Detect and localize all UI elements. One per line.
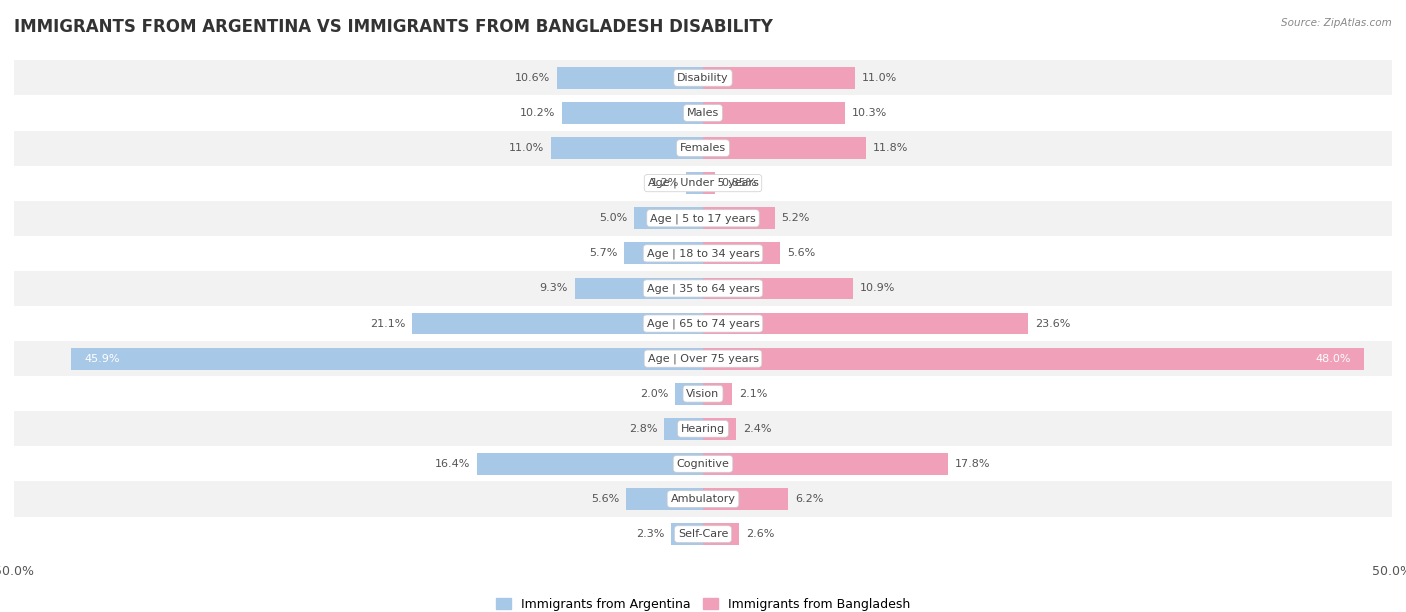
Text: 16.4%: 16.4% [434,459,470,469]
Text: Hearing: Hearing [681,424,725,434]
Text: Age | 35 to 64 years: Age | 35 to 64 years [647,283,759,294]
Text: Self-Care: Self-Care [678,529,728,539]
Bar [14,306,1392,341]
Text: 45.9%: 45.9% [84,354,120,364]
Text: 17.8%: 17.8% [955,459,991,469]
Text: 10.2%: 10.2% [520,108,555,118]
Bar [703,488,789,510]
Bar [703,418,737,439]
Bar [412,313,703,334]
Text: 2.3%: 2.3% [636,529,665,539]
Text: 5.6%: 5.6% [787,248,815,258]
Bar [14,166,1392,201]
Text: Age | Over 75 years: Age | Over 75 years [648,353,758,364]
Bar [686,173,703,194]
Bar [14,201,1392,236]
Bar [14,271,1392,306]
Text: 5.2%: 5.2% [782,213,810,223]
Text: 1.2%: 1.2% [651,178,679,188]
Bar [675,383,703,405]
Bar [671,523,703,545]
Bar [703,67,855,89]
Bar [703,242,780,264]
Bar [14,341,1392,376]
Text: 10.6%: 10.6% [515,73,550,83]
Bar [477,453,703,475]
Text: 2.8%: 2.8% [628,424,658,434]
Text: 2.6%: 2.6% [745,529,775,539]
Text: 11.0%: 11.0% [509,143,544,153]
Bar [703,207,775,229]
Text: Cognitive: Cognitive [676,459,730,469]
Bar [14,517,1392,551]
Bar [703,278,853,299]
Bar [551,137,703,159]
Bar [626,488,703,510]
Text: 5.6%: 5.6% [591,494,619,504]
Text: 23.6%: 23.6% [1035,319,1070,329]
Text: 0.85%: 0.85% [721,178,756,188]
Bar [562,102,703,124]
Text: 6.2%: 6.2% [796,494,824,504]
Bar [14,482,1392,517]
Bar [14,236,1392,271]
Text: Ambulatory: Ambulatory [671,494,735,504]
Legend: Immigrants from Argentina, Immigrants from Bangladesh: Immigrants from Argentina, Immigrants fr… [491,593,915,612]
Text: 10.3%: 10.3% [852,108,887,118]
Text: Males: Males [688,108,718,118]
Text: 48.0%: 48.0% [1315,354,1351,364]
Text: 2.1%: 2.1% [738,389,768,399]
Bar [665,418,703,439]
Text: Age | 18 to 34 years: Age | 18 to 34 years [647,248,759,259]
Text: Age | 65 to 74 years: Age | 65 to 74 years [647,318,759,329]
Text: 5.7%: 5.7% [589,248,617,258]
Bar [557,67,703,89]
Text: Vision: Vision [686,389,720,399]
Text: 9.3%: 9.3% [540,283,568,293]
Bar [703,383,733,405]
Bar [575,278,703,299]
Bar [14,376,1392,411]
Bar [70,348,703,370]
Text: Source: ZipAtlas.com: Source: ZipAtlas.com [1281,18,1392,28]
Bar [14,95,1392,130]
Text: 2.0%: 2.0% [640,389,669,399]
Bar [703,348,1364,370]
Bar [703,173,714,194]
Text: 11.0%: 11.0% [862,73,897,83]
Text: Age | Under 5 years: Age | Under 5 years [648,178,758,188]
Text: 2.4%: 2.4% [742,424,772,434]
Text: Females: Females [681,143,725,153]
Bar [624,242,703,264]
Bar [14,130,1392,166]
Text: 10.9%: 10.9% [860,283,896,293]
Text: 21.1%: 21.1% [370,319,405,329]
Bar [703,137,866,159]
Bar [14,61,1392,95]
Bar [703,453,948,475]
Bar [14,411,1392,446]
Bar [14,446,1392,482]
Text: 11.8%: 11.8% [873,143,908,153]
Text: 5.0%: 5.0% [599,213,627,223]
Text: IMMIGRANTS FROM ARGENTINA VS IMMIGRANTS FROM BANGLADESH DISABILITY: IMMIGRANTS FROM ARGENTINA VS IMMIGRANTS … [14,18,773,36]
Bar [634,207,703,229]
Bar [703,102,845,124]
Bar [703,313,1028,334]
Text: Age | 5 to 17 years: Age | 5 to 17 years [650,213,756,223]
Bar [703,523,738,545]
Text: Disability: Disability [678,73,728,83]
